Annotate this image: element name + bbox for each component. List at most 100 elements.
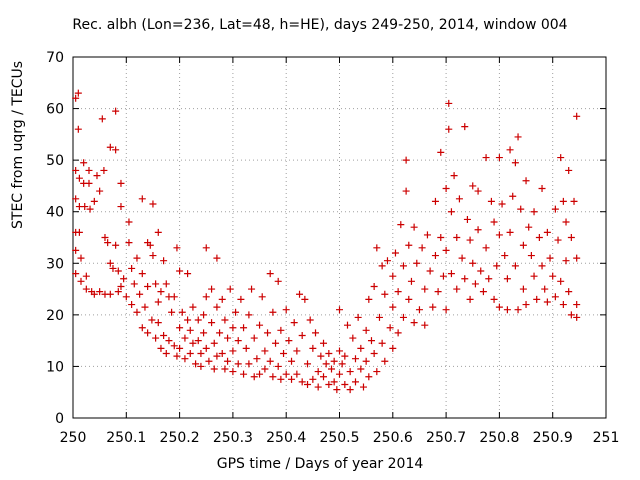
data-point — [514, 306, 522, 314]
data-point — [503, 275, 511, 283]
data-point — [373, 244, 381, 252]
data-point — [410, 319, 418, 327]
data-point — [114, 267, 122, 275]
data-point — [482, 244, 490, 252]
x-tick-label: 251 — [593, 430, 620, 446]
data-point — [522, 177, 530, 185]
data-point — [184, 316, 192, 324]
data-point — [112, 146, 120, 154]
data-point — [100, 166, 108, 174]
data-point — [274, 277, 282, 285]
data-point — [506, 146, 514, 154]
data-point — [109, 264, 117, 272]
y-tick-label: 50 — [46, 153, 64, 169]
data-point — [128, 301, 136, 309]
data-point — [197, 362, 205, 370]
data-point — [74, 125, 82, 133]
data-point — [173, 352, 181, 360]
data-point — [256, 321, 264, 329]
data-point — [559, 197, 567, 205]
data-point — [304, 380, 312, 388]
data-point — [573, 254, 581, 262]
data-point — [176, 267, 184, 275]
data-point — [351, 355, 359, 363]
data-point — [173, 244, 181, 252]
data-point — [125, 239, 133, 247]
data-point — [530, 272, 538, 280]
data-point — [224, 357, 232, 365]
data-point — [506, 228, 514, 236]
data-point — [213, 303, 221, 311]
data-point — [261, 365, 269, 373]
data-point — [112, 241, 120, 249]
data-point — [221, 365, 229, 373]
data-point — [306, 316, 314, 324]
data-point — [213, 254, 221, 262]
data-point — [152, 334, 160, 342]
data-point — [293, 370, 301, 378]
y-tick-label: 20 — [46, 308, 64, 324]
data-point — [469, 182, 477, 190]
data-point — [407, 277, 415, 285]
data-point — [538, 185, 546, 193]
x-tick-label: 250.7 — [426, 430, 466, 446]
data-point — [138, 324, 146, 332]
data-point — [346, 386, 354, 394]
data-point — [146, 241, 154, 249]
data-point — [208, 285, 216, 293]
data-point — [237, 295, 245, 303]
data-point — [551, 205, 559, 213]
data-point — [325, 380, 333, 388]
data-point — [549, 272, 557, 280]
data-point — [399, 313, 407, 321]
data-point — [511, 159, 519, 167]
data-point — [330, 378, 338, 386]
x-tick-label: 250.4 — [266, 430, 306, 446]
data-point — [194, 316, 202, 324]
data-point — [461, 275, 469, 283]
data-point — [165, 337, 173, 345]
data-point — [72, 270, 80, 278]
data-point — [562, 257, 570, 265]
data-point — [447, 208, 455, 216]
data-point — [341, 380, 349, 388]
data-point — [189, 303, 197, 311]
data-point — [178, 308, 186, 316]
data-point — [186, 350, 194, 358]
data-point — [391, 249, 399, 257]
data-point — [565, 166, 573, 174]
data-point — [133, 254, 141, 262]
data-point — [309, 344, 317, 352]
data-point — [130, 280, 138, 288]
data-point — [530, 208, 538, 216]
data-point — [349, 334, 357, 342]
data-point — [184, 270, 192, 278]
data-point — [511, 262, 519, 270]
data-point — [282, 370, 290, 378]
x-tick-label: 250.9 — [533, 430, 573, 446]
data-point — [320, 373, 328, 381]
data-point — [426, 267, 434, 275]
data-point — [157, 288, 165, 296]
data-point — [213, 352, 221, 360]
data-point — [288, 375, 296, 383]
data-point — [186, 326, 194, 334]
data-point — [541, 285, 549, 293]
data-point — [498, 200, 506, 208]
data-point — [453, 234, 461, 241]
data-point — [431, 252, 439, 260]
data-point — [343, 321, 351, 329]
data-point — [565, 288, 573, 296]
data-point — [272, 339, 280, 347]
data-point — [168, 308, 176, 316]
data-point — [378, 339, 386, 347]
data-point — [317, 352, 325, 360]
data-point — [402, 187, 410, 195]
data-point — [322, 360, 330, 368]
data-point — [450, 172, 458, 180]
data-point — [114, 288, 122, 296]
data-point — [152, 280, 160, 288]
data-point — [194, 337, 202, 345]
data-point — [274, 362, 282, 370]
data-point — [277, 375, 285, 383]
